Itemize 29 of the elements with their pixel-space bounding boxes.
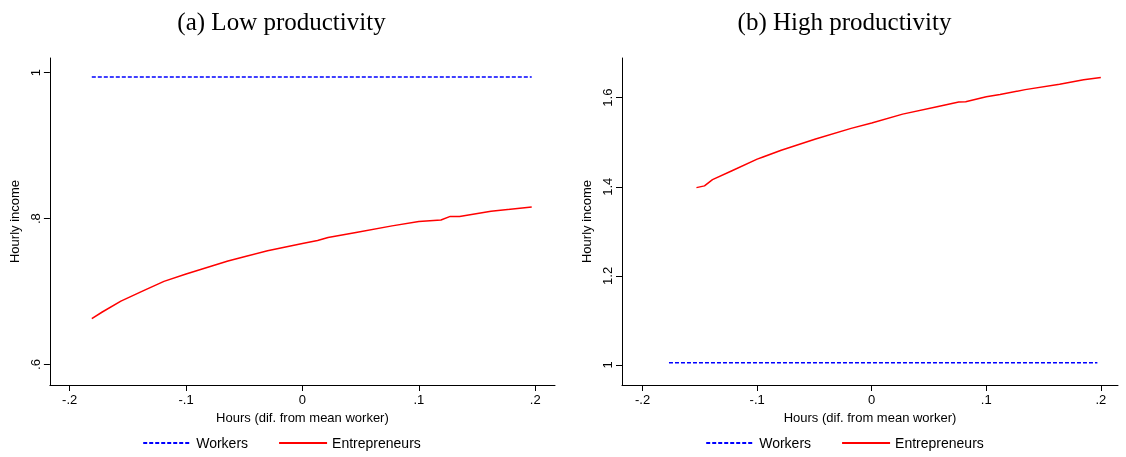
y-tick-label: .6 — [27, 359, 43, 370]
legend-label: Entrepreneurs — [895, 435, 984, 451]
x-tick-label: -.2 — [62, 392, 78, 407]
y-tick-label: .8 — [27, 213, 43, 224]
x-tick-label: -.1 — [178, 392, 194, 407]
line-series — [91, 206, 533, 320]
legend-label: Workers — [196, 435, 249, 451]
line-series — [695, 76, 1102, 189]
x-tick-label: .1 — [413, 392, 425, 407]
x-tick-label: .2 — [529, 392, 541, 407]
x-tick-label: -.1 — [749, 392, 765, 407]
x-axis-title: Hours (dif. from mean worker) — [783, 409, 957, 425]
x-axis-title: Hours (dif. from mean worker) — [216, 409, 389, 425]
y-axis-title: Hourly income — [7, 179, 22, 264]
legend-label: Workers — [759, 435, 812, 451]
y-tick-label: 1 — [600, 361, 615, 369]
x-tick-label: .2 — [1095, 392, 1107, 407]
legend-label: Entrepreneurs — [332, 435, 421, 451]
y-tick-label: 1 — [27, 68, 43, 77]
x-tick-label: 0 — [298, 392, 307, 407]
x-tick-label: .1 — [980, 392, 992, 407]
y-tick-label: 1.6 — [600, 88, 615, 107]
chart-title: (a) Low productivity — [177, 8, 387, 36]
x-tick-label: 0 — [868, 392, 876, 407]
x-tick-label: -.2 — [635, 392, 651, 407]
y-axis-title: Hourly income — [579, 179, 595, 264]
y-tick-label: 1.2 — [600, 266, 615, 285]
chart-title: (b) High productivity — [737, 8, 952, 36]
y-tick-label: 1.4 — [600, 177, 615, 196]
